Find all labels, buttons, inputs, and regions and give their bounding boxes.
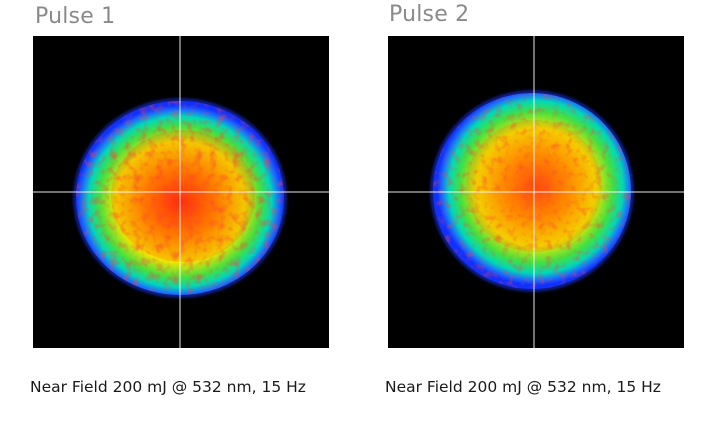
pulse-2-panel: Pulse 2 xyxy=(385,0,688,423)
laser-beam-profile-icon xyxy=(33,36,329,348)
pulse-2-beam-image xyxy=(388,36,684,348)
pulse-2-caption: Near Field 200 mJ @ 532 nm, 15 Hz xyxy=(385,378,661,396)
pulse-2-title: Pulse 2 xyxy=(389,2,470,27)
pulse-1-title: Pulse 1 xyxy=(35,4,116,29)
laser-beam-profile-icon xyxy=(388,36,684,348)
pulse-1-panel: Pulse 1 xyxy=(30,0,333,423)
pulse-1-caption: Near Field 200 mJ @ 532 nm, 15 Hz xyxy=(30,378,306,396)
pulse-1-beam-image xyxy=(33,36,329,348)
